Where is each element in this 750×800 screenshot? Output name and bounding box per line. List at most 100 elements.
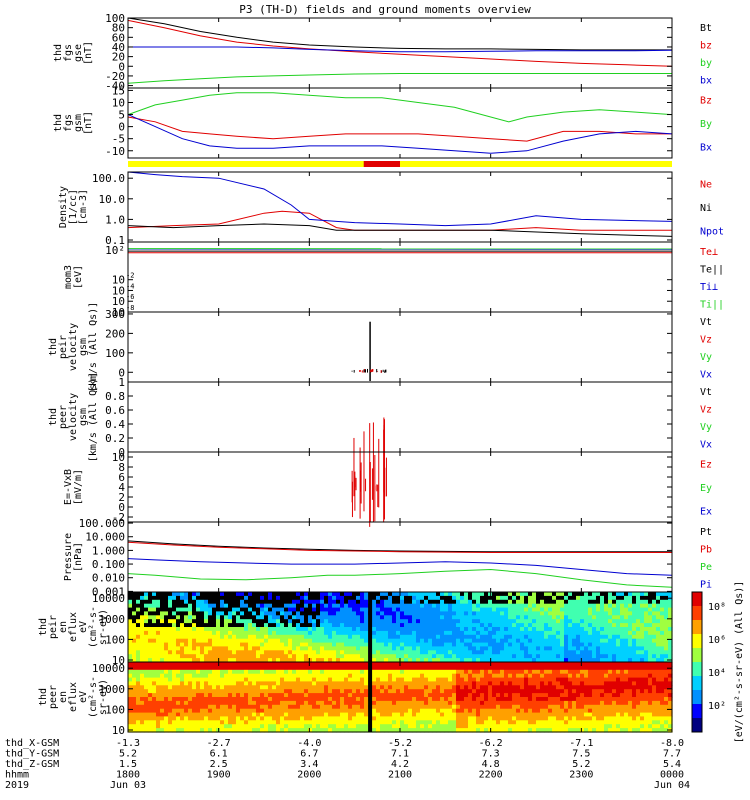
legend-ey: Ey — [700, 483, 712, 494]
y-axis-label-line: peer — [48, 685, 59, 709]
x-tick-label: 2100 — [388, 770, 412, 781]
colorbar-segment — [692, 634, 702, 649]
legend-by: By — [700, 119, 712, 130]
panel-frame — [127, 171, 673, 243]
legend-bx: Bx — [700, 142, 712, 153]
y-tick-label: 0 — [118, 501, 125, 514]
y-axis-label-line: thd — [53, 44, 64, 62]
spike-ion_velocity — [351, 321, 387, 382]
colorbar-segment — [692, 690, 702, 705]
y-axis-label-line: thd — [53, 114, 64, 132]
y-axis-label-line: E=-VxB — [63, 469, 74, 505]
y-axis-label-line: thd — [48, 408, 59, 426]
y-tick-label: 10000 — [92, 592, 125, 605]
y-axis-label: Pressure [nPa] — [63, 533, 84, 581]
y-tick-label: 300 — [105, 308, 125, 321]
y-tick-label: -40 — [105, 80, 125, 93]
y-axis-label: thd peer velocity gsm [km/s (All Qs)] — [48, 372, 99, 462]
y-axis-label-line: velocity — [68, 323, 79, 371]
y-tick-label: 15 — [112, 84, 125, 97]
colorbar-segment — [692, 704, 702, 719]
legend-ex: Ex — [700, 506, 712, 517]
legend-bz: Bz — [700, 96, 712, 107]
y-tick-label: 0 — [118, 60, 125, 73]
series-bz — [127, 116, 672, 142]
panel-frame — [127, 661, 673, 733]
series-ne — [127, 210, 672, 231]
ion-spectrogram-cells — [128, 592, 673, 663]
y-axis-label-line: Density — [58, 186, 69, 228]
y-tick-label: 0.6 — [105, 404, 125, 417]
y-axis-label-line: [nT] — [83, 111, 94, 135]
panel-frame — [127, 381, 673, 453]
legend-pb: Pb — [700, 544, 712, 555]
y-tick-label: 10.000 — [85, 531, 125, 544]
data-gap — [368, 662, 373, 732]
y-axis-label-line: gsm — [78, 338, 89, 356]
y-tick-exponent: -8 — [126, 304, 134, 312]
x-tick-label: -2.7 — [207, 738, 231, 749]
electron-spectrogram-cells — [128, 662, 673, 733]
x-tick-label: 1800 — [116, 770, 140, 781]
y-tick-label: -10 — [105, 145, 125, 158]
legend-pe: Pe — [700, 562, 712, 573]
colorbar-frame — [691, 591, 703, 733]
series-by — [127, 73, 672, 84]
series-pt — [127, 540, 672, 553]
legend-te: Te|| — [700, 264, 724, 275]
y-axis-label-line: fgs — [63, 114, 74, 132]
y-axis-label-line: peer — [58, 405, 69, 429]
x-axis-row-label: 2019 — [5, 780, 29, 791]
y-tick-label: 10000 — [92, 662, 125, 675]
x-tick-label: 5.2 — [119, 749, 137, 760]
x-tick-label: -7.1 — [569, 738, 593, 749]
y-axis-label-line: gsm — [73, 114, 84, 132]
y-tick-exponent: -4 — [126, 282, 134, 290]
y-tick-label: 1000 — [99, 683, 126, 696]
x-axis-row-label: hhmm — [5, 770, 29, 781]
legend-ez: Ez — [700, 460, 712, 471]
x-tick-label: 7.1 — [391, 749, 409, 760]
y-tick-label: 10 — [112, 96, 125, 109]
y-tick-label: 100 — [105, 347, 125, 360]
x-tick-label: 2200 — [479, 770, 503, 781]
y-tick-label: 100 — [105, 633, 125, 646]
y-tick-label: 10 — [112, 306, 125, 319]
y-axis-label: thd peir velocity gsm [km/s (All Qs)] — [48, 302, 99, 392]
y-axis-label: Density [1/cc] [cm-3] — [58, 186, 89, 228]
legend-npot: Npot — [700, 226, 724, 237]
x-tick-label: 7.5 — [572, 749, 590, 760]
y-axis-label: E=-VxB [mV/m] — [63, 469, 84, 505]
legend-by: by — [700, 58, 712, 69]
x-tick-label: -5.2 — [388, 738, 412, 749]
y-tick-label: 2 — [118, 491, 125, 504]
y-axis-label-line: (cm²-s- — [88, 606, 99, 648]
legend-ne: Ne — [700, 180, 712, 191]
colorbar-segment — [692, 648, 702, 663]
y-tick-label: -2 — [112, 511, 125, 524]
y-tick-label: 0.2 — [105, 432, 125, 445]
x-tick-label: 6.7 — [300, 749, 318, 760]
panel-frame — [127, 311, 673, 383]
colorbar-tick-label: 10⁴ — [708, 668, 726, 679]
colorbar-label: [eV/(cm²-s-sr-eV) (All Qs)] — [734, 581, 745, 744]
legend-ti: Ti⊥ — [700, 282, 718, 293]
legend-vz: Vz — [700, 334, 712, 345]
colorbar-segment — [692, 662, 702, 677]
y-axis-label-line: [nT] — [83, 41, 94, 65]
y-axis-label-line: gsm — [78, 408, 89, 426]
colorbar-label-group: [eV/(cm²-s-sr-eV) (All Qs)] — [734, 581, 745, 744]
colorbar-segment — [692, 592, 702, 607]
y-tick-label: 10 — [112, 654, 125, 667]
y-tick-label: 100 — [105, 703, 125, 716]
panel-frame — [127, 451, 673, 523]
series-pb — [127, 541, 672, 553]
panel-frame — [127, 17, 673, 89]
legend-vt: Vt — [700, 387, 712, 398]
y-tick-exponent: -2 — [126, 272, 134, 280]
